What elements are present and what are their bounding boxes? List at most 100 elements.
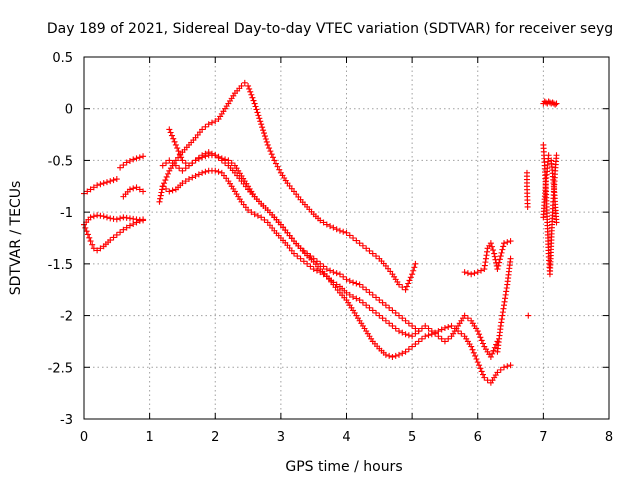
data-point	[172, 141, 179, 148]
interp-point	[472, 352, 479, 359]
data-point	[107, 178, 114, 185]
interp-point	[425, 332, 432, 339]
data-point	[172, 162, 179, 169]
data-point	[382, 351, 389, 358]
x-tick-label: 5	[408, 430, 416, 445]
interp-point	[126, 157, 133, 164]
data-point	[113, 176, 120, 183]
data-point	[363, 245, 370, 252]
data-point	[468, 343, 475, 350]
y-tick-label: -0.5	[48, 154, 73, 169]
interp-point	[86, 234, 93, 241]
data-point	[402, 348, 409, 355]
interp-point	[215, 168, 222, 175]
data-point	[474, 328, 481, 335]
interp-point	[445, 323, 452, 330]
interp-point	[491, 344, 498, 351]
data-point	[356, 240, 363, 247]
data-point	[179, 157, 186, 164]
data-point	[415, 338, 422, 345]
interp-point	[249, 94, 256, 101]
data-point	[474, 269, 481, 276]
interp-point	[353, 237, 360, 244]
interp-point	[83, 228, 90, 235]
interp-point	[410, 267, 417, 274]
data-point	[369, 250, 376, 257]
data-point	[199, 169, 206, 176]
data-point	[120, 226, 127, 233]
interp-point	[182, 178, 189, 185]
interp-point	[476, 362, 483, 369]
interp-point	[110, 177, 117, 184]
interp-point	[182, 165, 189, 172]
data-point	[107, 237, 114, 244]
interp-point	[489, 350, 496, 357]
interp-point	[163, 185, 170, 192]
interp-point	[464, 315, 471, 322]
interp-point	[253, 106, 260, 113]
interp-point	[333, 270, 340, 277]
interp-point	[257, 118, 264, 125]
interp-point	[499, 246, 506, 253]
y-tick-label: -1.5	[48, 258, 73, 273]
interp-point	[320, 263, 327, 270]
interp-point	[359, 299, 366, 306]
data-point	[241, 79, 248, 86]
interp-point	[480, 371, 486, 378]
data-point	[100, 213, 107, 220]
data-point	[179, 180, 186, 187]
data-point	[396, 312, 402, 319]
interp-point	[491, 253, 498, 260]
interp-point	[346, 277, 353, 284]
interp-point	[495, 262, 502, 269]
data-point	[323, 221, 330, 228]
x-tick-label: 1	[145, 430, 153, 445]
interp-point	[407, 274, 414, 281]
data-point	[130, 156, 137, 163]
data-point	[166, 188, 173, 195]
interp-point	[97, 245, 104, 252]
interp-point	[189, 160, 196, 167]
y-tick-label: -2	[60, 310, 73, 325]
interp-point	[458, 330, 465, 337]
interp-point	[157, 192, 164, 199]
grid	[84, 57, 609, 419]
interp-point	[189, 174, 196, 181]
interp-point	[438, 335, 445, 342]
interp-point	[412, 341, 419, 348]
interp-point	[340, 228, 347, 235]
interp-point	[411, 264, 418, 271]
interp-point	[399, 315, 406, 322]
data-point	[343, 229, 350, 236]
data-point	[133, 219, 140, 226]
data-point	[402, 331, 409, 338]
data-point	[100, 180, 107, 187]
data-point	[422, 322, 429, 329]
data-point	[507, 255, 514, 262]
interp-point	[490, 247, 497, 254]
data-point	[409, 322, 416, 329]
interp-point	[255, 112, 262, 119]
data-point	[441, 338, 448, 345]
data-point	[525, 312, 532, 319]
data-point	[389, 353, 396, 360]
interp-point	[120, 162, 127, 169]
data-point	[396, 281, 402, 288]
data-point	[264, 141, 271, 148]
data-point	[441, 324, 448, 331]
data-point	[140, 153, 147, 160]
y-tick-label: -2.5	[48, 361, 73, 376]
data-point	[481, 374, 488, 381]
data-point	[297, 255, 304, 262]
data-point	[494, 266, 501, 273]
data-point	[251, 211, 258, 218]
data-point	[258, 121, 265, 128]
interp-point	[353, 295, 360, 302]
data-point	[461, 269, 468, 276]
x-tick-label: 6	[474, 430, 482, 445]
interp-point	[136, 186, 143, 193]
data-point	[186, 162, 192, 169]
interp-point	[84, 188, 91, 195]
interp-point	[263, 138, 270, 145]
